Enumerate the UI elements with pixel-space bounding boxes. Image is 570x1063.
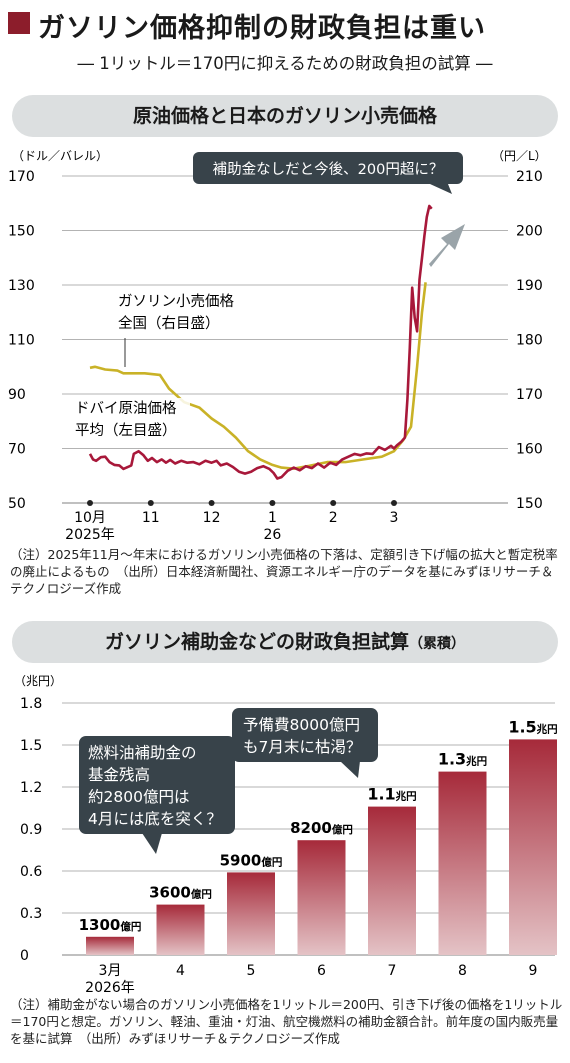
crude-label-background [72, 398, 190, 444]
right-tick-label: 190 [516, 278, 543, 294]
gasoline-series-label: ガソリン小売価格 [118, 293, 234, 310]
page-subtitle: ― 1リットル＝170円に抑えるための財政負担の試算 ― [77, 54, 493, 73]
fund-callout-pointer [142, 833, 162, 854]
x-tick-label: 1 [268, 510, 277, 526]
callout-text: 補助金なしだと今後、200円超に？ [213, 161, 444, 178]
projection-arrow-icon [429, 224, 465, 267]
line-chart-heading: 原油価格と日本のガソリン小売価格 [12, 95, 558, 137]
x-tick-dot [330, 500, 337, 506]
left-tick-label: 150 [8, 224, 35, 240]
bar-value-label: 1.5兆円 [508, 717, 557, 736]
x-tick-label: 3 [390, 510, 399, 526]
bar [509, 739, 557, 955]
crude-series-label: 平均（左目盛） [75, 422, 177, 439]
x-tick-sublabel: 2025年 [65, 527, 115, 540]
crude-series-label: ドバイ原油価格 [75, 400, 177, 417]
left-tick-label: 50 [8, 496, 26, 512]
fund-callout-text: 約2800億円は [88, 788, 189, 806]
bar [438, 771, 487, 955]
x-tick-label: 2 [329, 510, 338, 526]
bar-value-label: 5900億円 [220, 851, 283, 869]
gasoline-price-line [89, 282, 427, 471]
left-tick-label: 170 [8, 169, 35, 185]
bar [227, 872, 275, 955]
y-tick-label: 0.6 [20, 864, 42, 880]
line-chart: 170 150 130 110 90 70 50 210 200 190 180 170 160 150 （… [8, 149, 547, 540]
right-axis-unit: （円／L） [492, 149, 547, 163]
bar-value-label: 1.3兆円 [438, 750, 487, 769]
fund-callout-text: 基金残高 [88, 766, 150, 784]
x-tick-dot [391, 500, 397, 506]
right-tick-label: 170 [516, 387, 543, 403]
bar [156, 904, 205, 955]
title-marker [8, 12, 30, 34]
x-tick-dot [208, 500, 215, 506]
category-label: 6 [317, 963, 326, 979]
y-tick-label: 0 [20, 948, 29, 964]
callout-bubble [193, 152, 463, 184]
category-label: 8 [458, 963, 467, 979]
crude-oil-price-line [88, 204, 433, 480]
fund-callout-bubble [79, 736, 235, 834]
category-label: 7 [388, 963, 397, 979]
bar-value-label: 8200億円 [290, 819, 353, 837]
y-tick-label: 1.5 [20, 738, 42, 754]
x-tick-dot [269, 500, 276, 506]
y-tick-label: 0.9 [20, 822, 42, 838]
bar [86, 936, 134, 955]
reserve-callout-bubble [232, 708, 378, 762]
y-tick-label: 0.3 [20, 906, 42, 922]
right-tick-label: 180 [516, 333, 543, 349]
bar [368, 806, 416, 955]
fund-callout-text: 燃料油補助金の [88, 744, 197, 762]
y-axis-unit: （兆円） [14, 674, 62, 688]
right-tick-label: 210 [516, 169, 543, 185]
x-tick-sublabel: 26 [263, 527, 281, 540]
category-sublabel: 2026年 [85, 980, 135, 995]
fund-callout-text: 4月には底を突く？ [88, 810, 222, 828]
left-tick-label: 110 [8, 333, 35, 349]
reserve-callout-pointer [340, 761, 360, 778]
x-tick-dot [87, 500, 93, 506]
page-title: ガソリン価格抑制の財政負担は重い [38, 13, 486, 44]
y-tick-label: 1.8 [20, 696, 42, 712]
y-tick-label: 1.2 [20, 780, 42, 796]
reserve-callout-text: も7月末に枯渇？ [243, 738, 361, 756]
category-label: 9 [529, 963, 538, 979]
bar-value-label: 1300億円 [79, 916, 142, 934]
left-tick-label: 70 [8, 442, 26, 458]
right-tick-label: 160 [516, 442, 543, 458]
x-tick-label: 12 [203, 510, 221, 526]
category-label: 4 [176, 963, 185, 979]
bar-chart-note: （注）補助金がない場合のガソリン小売価格を1リットル＝200円、引き下げ後の価格… [10, 997, 563, 1046]
reserve-callout-text: 予備費8000億円 [243, 716, 360, 734]
x-tick-dot [147, 500, 154, 506]
category-label: 5 [247, 963, 256, 979]
callout-pointer [430, 184, 452, 194]
left-tick-label: 90 [8, 387, 26, 403]
bar-chart-heading-suffix: （累積） [409, 636, 465, 652]
bar-value-label: 3600億円 [149, 884, 212, 902]
gasoline-series-label: 全国（右目盛） [118, 314, 220, 332]
bar-chart-heading: ガソリン補助金などの財政負担試算（累積） [12, 621, 558, 663]
bar-chart-heading-text: ガソリン補助金などの財政負担試算 [104, 631, 409, 653]
left-axis-unit: （ドル／バレル） [12, 149, 108, 163]
bar [297, 840, 346, 955]
category-label: 3月 [99, 963, 122, 979]
left-tick-label: 130 [8, 278, 35, 294]
right-tick-label: 150 [516, 496, 543, 512]
x-tick-label: 11 [142, 510, 160, 526]
right-tick-label: 200 [516, 224, 543, 240]
line-chart-heading-text: 原油価格と日本のガソリン小売価格 [132, 105, 437, 127]
line-chart-note: （注）2025年11月～年末におけるガソリン小売価格の下落は、定額引き下げ幅の拡… [10, 547, 558, 596]
bar-value-label: 1.1兆円 [367, 785, 416, 804]
x-tick-label: 10月 [74, 510, 106, 526]
